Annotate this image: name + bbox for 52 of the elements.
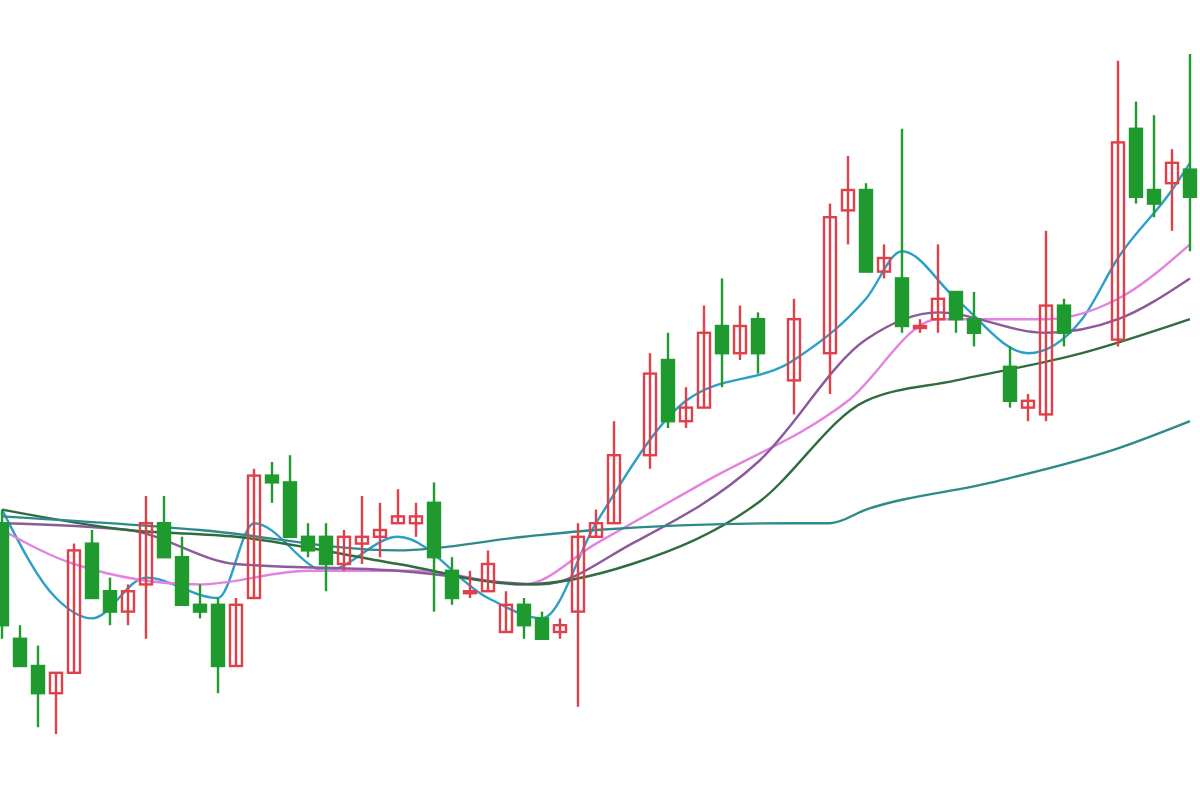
candlestick: [606, 420, 622, 525]
candlestick: [246, 467, 262, 600]
candlestick: [354, 494, 370, 566]
candlestick: [966, 290, 982, 348]
candlestick: [48, 671, 64, 736]
candlestick: [120, 583, 136, 627]
candlestick: [12, 624, 28, 668]
candlestick: [1038, 229, 1054, 423]
candlestick: [300, 522, 316, 559]
candlestick: [678, 386, 694, 430]
candlestick: [948, 290, 964, 334]
candlestick: [372, 501, 388, 559]
candlestick: [318, 522, 334, 593]
candlestick: [552, 617, 568, 640]
candlestick: [786, 297, 802, 416]
candlestick: [408, 501, 424, 538]
candlestick: [1182, 52, 1198, 253]
candlestick: [30, 644, 46, 729]
candlestick: [534, 610, 550, 640]
candlestick: [390, 488, 406, 525]
candlestick: [714, 277, 730, 389]
candlestick: [732, 304, 748, 362]
candlestick: [750, 311, 766, 375]
candlestick: [480, 549, 496, 593]
candlestick: [1056, 297, 1072, 348]
candlestick: [138, 494, 154, 640]
candlestick: [462, 569, 478, 600]
candlestick: [192, 583, 208, 620]
candlestick: [102, 576, 118, 627]
candlestick: [840, 154, 856, 246]
candlestick: [876, 243, 892, 280]
candlestick: [1146, 114, 1162, 219]
candlestick: [570, 522, 586, 708]
candlestick: [1020, 392, 1036, 423]
candlestick: [696, 304, 712, 409]
candlestick: [264, 460, 280, 504]
candlestick: [66, 542, 82, 674]
candlestick: [498, 590, 514, 634]
candlestick: [588, 508, 604, 538]
candlestick: [228, 596, 244, 668]
candlestick: [174, 535, 190, 606]
candlestick: [336, 528, 352, 572]
candlestick: [516, 596, 532, 640]
candlestick: [1002, 345, 1018, 409]
candlestick: [1110, 59, 1126, 348]
candlestick: [444, 556, 460, 606]
candlestick: [1164, 148, 1180, 232]
candlestick: [894, 127, 910, 334]
candlestick: [930, 243, 946, 334]
candlestick: [156, 494, 172, 559]
candlestick: [642, 352, 658, 470]
candlestick: [822, 202, 838, 396]
